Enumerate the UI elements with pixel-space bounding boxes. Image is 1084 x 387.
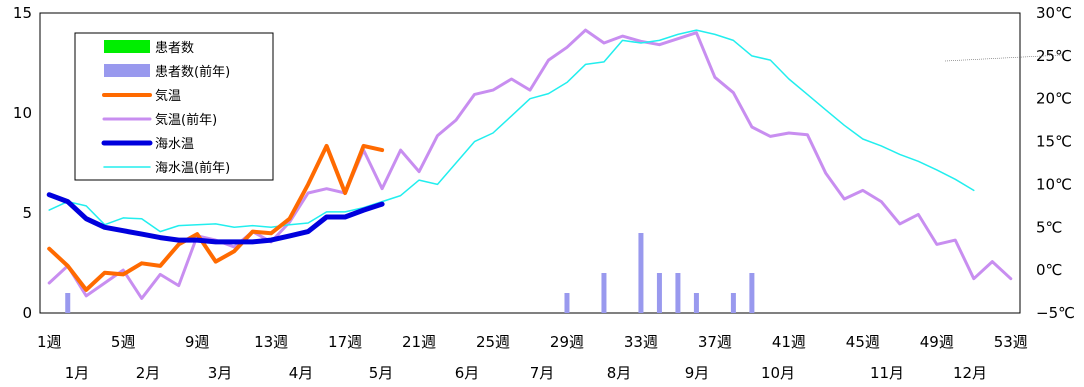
x-week-label: 21週 (402, 333, 436, 351)
bar-patients-prev (675, 273, 681, 313)
legend-label: 海水温 (155, 137, 194, 152)
bar-patients-prev (730, 293, 736, 313)
x-month-label: 1月 (65, 364, 90, 382)
x-month-label: 12月 (953, 364, 987, 382)
plot-frame (39, 12, 1021, 314)
right-tick-label: 10℃ (1036, 175, 1072, 193)
x-month-label: 6月 (455, 364, 480, 382)
right-tick-label: 20℃ (1036, 90, 1072, 108)
x-week-label: 33週 (624, 333, 658, 351)
right-tick-label: 30℃ (1036, 4, 1072, 22)
x-week-label: 41週 (772, 333, 806, 351)
x-week-label: 29週 (550, 333, 584, 351)
left-tick-label: 0 (22, 304, 32, 322)
bar-patients-prev (749, 273, 755, 313)
right-tick-label: 5℃ (1036, 218, 1062, 236)
line-temp-prev (47, 28, 1013, 300)
left-tick-label: 10 (13, 104, 32, 122)
left-tick-label: 5 (22, 204, 32, 222)
line-sea (46, 192, 385, 245)
legend-label: 気温(前年) (155, 112, 217, 128)
x-week-label: 37週 (698, 333, 732, 351)
left-axis: 0 5 10 15 (13, 4, 32, 322)
right-tick-label: −5℃ (1036, 304, 1075, 322)
x-month-label: 2月 (136, 364, 161, 382)
right-axis: −5℃ 0℃ 5℃ 10℃ 15℃ 20℃ 25℃ 30℃ (944, 4, 1075, 322)
left-tick-label: 15 (13, 4, 32, 22)
x-axis: 1週 5週 9週 13週 17週 21週 25週 29週 33週 37週 41週 45週 49週 53週 1… (37, 333, 1028, 382)
plot-area (39, 12, 1021, 314)
bar-patients-prev (601, 273, 607, 313)
x-week-label: 1週 (37, 333, 62, 351)
x-week-label: 5週 (111, 333, 136, 351)
annotation-leader-line (944, 54, 1063, 62)
x-month-label: 10月 (761, 364, 795, 382)
bars (65, 233, 755, 313)
legend-label: 患者数(前年) (155, 64, 230, 80)
legend-swatch (104, 40, 150, 53)
right-tick-label: 0℃ (1036, 261, 1062, 279)
legend-label: 海水温(前年) (155, 160, 230, 176)
bar-patients-prev (564, 293, 570, 313)
x-week-label: 9週 (185, 333, 210, 351)
x-week-label: 53週 (994, 333, 1028, 351)
x-month-label: 7月 (530, 364, 555, 382)
line-temp (47, 143, 385, 292)
line-sea-prev (48, 29, 975, 233)
right-tick-label: 15℃ (1036, 133, 1072, 151)
x-week-label: 45週 (846, 333, 880, 351)
bar-patients-prev (656, 273, 662, 313)
x-month-label: 4月 (289, 364, 314, 382)
legend-label: 患者数 (155, 41, 194, 56)
x-month-label: 5月 (369, 364, 394, 382)
x-week-label: 25週 (476, 333, 510, 351)
bar-patients-prev (638, 233, 644, 313)
bar-patients-prev (65, 293, 71, 313)
legend-label: 気温 (155, 88, 181, 104)
x-month-label: 8月 (607, 364, 632, 382)
legend-box (74, 32, 274, 181)
x-month-label: 11月 (870, 364, 904, 382)
x-week-label: 49週 (920, 333, 954, 351)
x-week-label: 13週 (254, 333, 288, 351)
x-week-label: 17週 (328, 333, 362, 351)
legend-swatch (104, 64, 150, 77)
x-month-label: 3月 (208, 364, 233, 382)
x-month-label: 9月 (685, 364, 710, 382)
bar-patients-prev (693, 293, 699, 313)
right-tick-label: 25℃ (1036, 47, 1072, 65)
lines (46, 28, 1013, 300)
